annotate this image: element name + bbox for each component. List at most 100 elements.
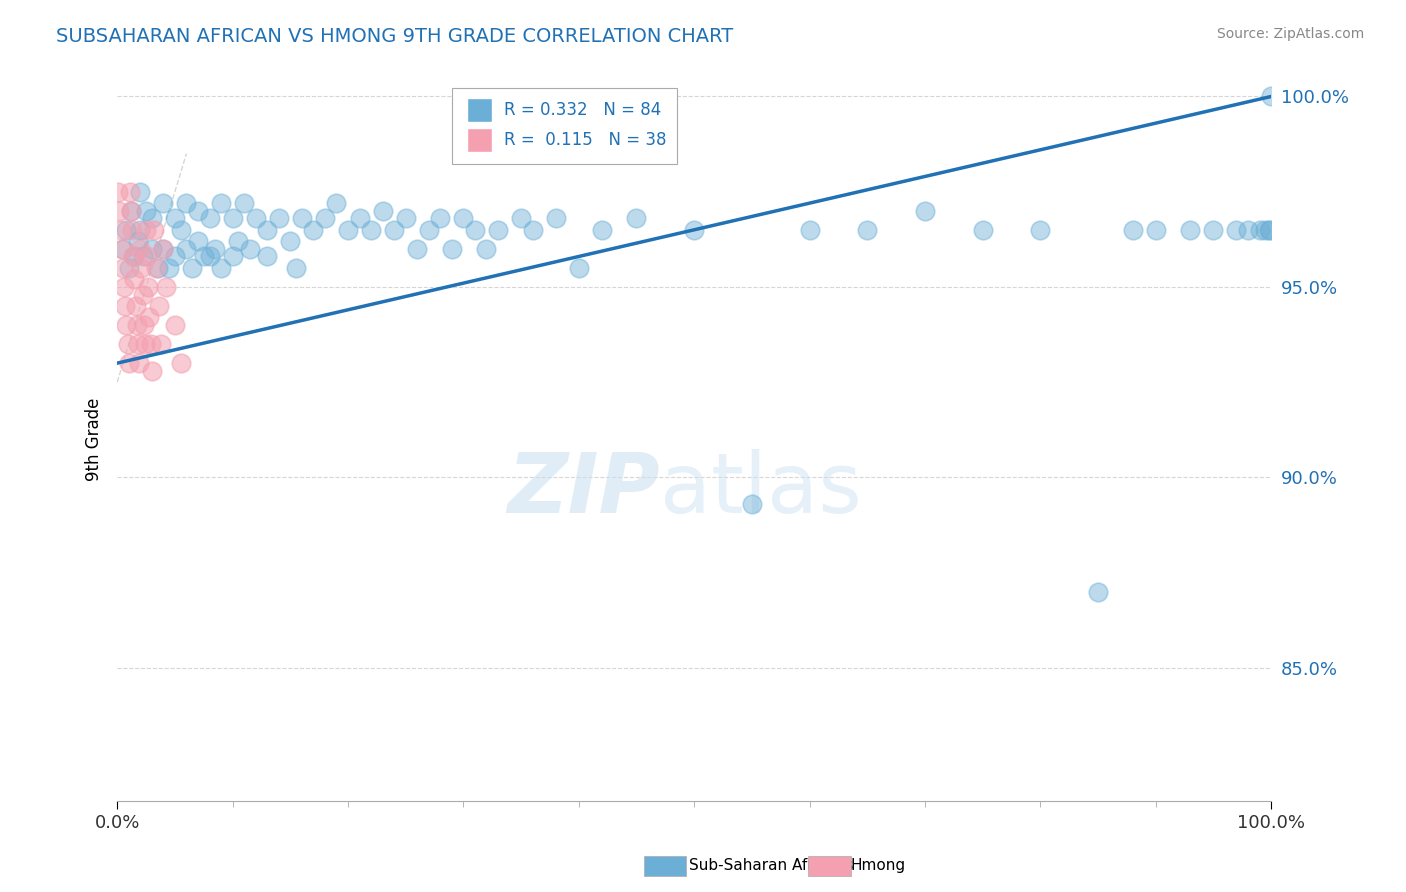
Point [568, 260, 591, 275]
Point [221, 211, 243, 226]
Point [221, 250, 243, 264]
Point [464, 223, 486, 237]
Point [429, 211, 451, 226]
Point [1087, 584, 1109, 599]
Point [233, 196, 256, 211]
Point [278, 234, 301, 248]
Bar [467, 128, 492, 152]
Point [198, 250, 221, 264]
Point [157, 260, 180, 275]
Point [108, 203, 131, 218]
Text: atlas: atlas [659, 450, 862, 531]
Point [143, 223, 166, 237]
Point [245, 211, 267, 226]
Point [1180, 223, 1202, 237]
Point [349, 211, 371, 226]
Point [176, 196, 198, 211]
Point [148, 299, 170, 313]
Point [1144, 223, 1167, 237]
Point [453, 211, 475, 226]
Point [129, 185, 152, 199]
Point [395, 211, 418, 226]
Point [198, 211, 221, 226]
Point [114, 299, 136, 313]
Point [163, 318, 186, 332]
Point [139, 337, 162, 351]
Point [107, 185, 129, 199]
Point [1202, 223, 1225, 237]
Point [1237, 223, 1260, 237]
Point [132, 318, 155, 332]
Point [134, 337, 156, 351]
Point [152, 242, 174, 256]
Point [110, 223, 132, 237]
Point [256, 223, 278, 237]
Point [138, 310, 160, 325]
Point [118, 356, 141, 370]
Point [128, 356, 150, 370]
Point [228, 234, 250, 248]
Point [291, 211, 314, 226]
Point [591, 223, 613, 237]
Point [336, 223, 359, 237]
Point [360, 223, 382, 237]
Point [112, 280, 135, 294]
Point [118, 185, 141, 199]
Point [135, 203, 157, 218]
Point [209, 196, 232, 211]
Point [146, 260, 169, 275]
Text: SUBSAHARAN AFRICAN VS HMONG 9TH GRADE CORRELATION CHART: SUBSAHARAN AFRICAN VS HMONG 9TH GRADE CO… [56, 27, 734, 45]
Point [406, 242, 429, 256]
Point [141, 242, 163, 256]
Point [181, 260, 204, 275]
Bar [467, 98, 492, 122]
Point [544, 211, 567, 226]
Point [163, 250, 186, 264]
Point [799, 223, 821, 237]
Point [193, 250, 215, 264]
Point [125, 318, 148, 332]
Point [187, 203, 209, 218]
Point [1225, 223, 1247, 237]
Point [152, 196, 174, 211]
Point [204, 242, 226, 256]
Point [741, 497, 763, 511]
Point [129, 223, 152, 237]
Point [138, 280, 160, 294]
Point [127, 234, 149, 248]
Point [302, 223, 325, 237]
Point [209, 260, 232, 275]
Point [914, 203, 936, 218]
Point [440, 242, 463, 256]
Point [131, 250, 153, 264]
Point [124, 299, 146, 313]
Point [111, 242, 134, 256]
Point [1249, 223, 1271, 237]
Point [267, 211, 290, 226]
Point [371, 203, 394, 218]
Point [145, 260, 167, 275]
Point [131, 287, 153, 301]
Point [1122, 223, 1144, 237]
Point [155, 280, 177, 294]
Point [141, 211, 163, 226]
Point [129, 242, 152, 256]
Point [150, 337, 173, 351]
Point [683, 223, 706, 237]
Point [136, 250, 159, 264]
Point [626, 211, 648, 226]
Point [118, 260, 141, 275]
Point [117, 337, 139, 351]
Point [169, 356, 191, 370]
Point [122, 250, 145, 264]
Point [115, 318, 138, 332]
Point [418, 223, 440, 237]
Text: R =  0.115   N = 38: R = 0.115 N = 38 [503, 131, 666, 149]
Point [115, 223, 138, 237]
Point [522, 223, 544, 237]
FancyBboxPatch shape [451, 88, 676, 164]
Point [163, 211, 186, 226]
Point [1257, 223, 1279, 237]
Point [1254, 223, 1277, 237]
Point [972, 223, 994, 237]
